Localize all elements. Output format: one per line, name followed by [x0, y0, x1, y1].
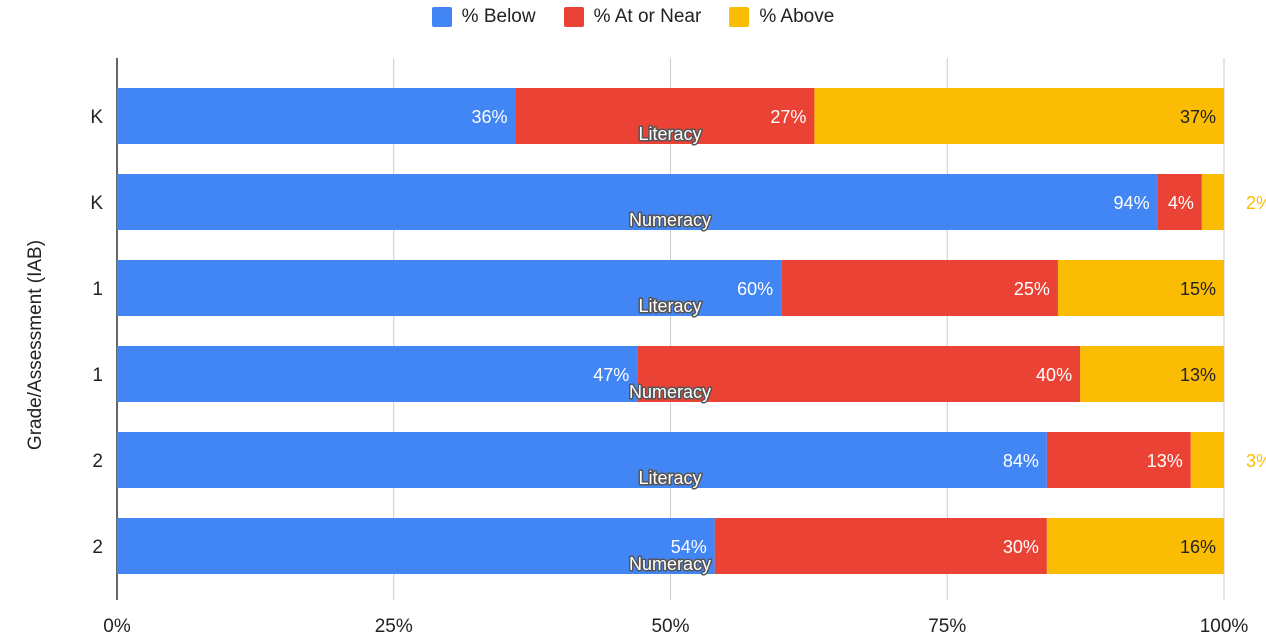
y-tick-label: K	[90, 107, 103, 128]
bar-segment	[1046, 518, 1224, 574]
x-tick-label: 75%	[928, 616, 966, 634]
legend-label-below: % Below	[461, 6, 536, 27]
data-label: 54%	[671, 537, 707, 557]
bar-segment	[814, 88, 1224, 144]
bar-segment	[117, 260, 782, 316]
assessment-label: Literacy	[638, 468, 701, 488]
bar-segment	[515, 88, 815, 144]
data-label: 15%	[1180, 279, 1216, 299]
legend-swatch-above	[729, 7, 750, 27]
legend-item-above[interactable]: % Above	[729, 6, 834, 28]
assessment-label: Numeracy	[629, 382, 711, 402]
bar-segment	[1157, 174, 1202, 230]
bar-segment	[1201, 174, 1224, 230]
bar-segment	[117, 174, 1158, 230]
assessment-label: Literacy	[638, 124, 701, 144]
legend-swatch-below	[431, 7, 452, 27]
x-tick-label: 100%	[1200, 616, 1249, 634]
data-label: 25%	[1014, 279, 1050, 299]
x-tick-label: 25%	[375, 616, 413, 634]
data-label: 16%	[1180, 537, 1216, 557]
legend-label-at-or-near: % At or Near	[593, 6, 702, 27]
data-label: 3%	[1246, 451, 1266, 471]
data-label: 84%	[1003, 451, 1039, 471]
data-label: 60%	[737, 279, 773, 299]
data-label: 4%	[1168, 193, 1194, 213]
y-tick-label: 1	[92, 279, 103, 300]
y-tick-label: 2	[92, 451, 103, 472]
bar-segment	[781, 260, 1058, 316]
y-tick-label: 1	[92, 365, 103, 386]
assessment-label: Numeracy	[629, 210, 711, 230]
data-label: 27%	[770, 107, 806, 127]
legend-item-at-or-near[interactable]: % At or Near	[563, 6, 702, 28]
data-label: 13%	[1180, 365, 1216, 385]
bar-segment	[1080, 346, 1224, 402]
y-tick-label: 2	[92, 537, 103, 558]
data-label: 37%	[1180, 107, 1216, 127]
x-tick-label: 50%	[651, 616, 689, 634]
legend-label-above: % Above	[759, 6, 835, 27]
bar-segment	[117, 346, 638, 402]
bar-segment	[1057, 260, 1224, 316]
bar-segment	[117, 518, 715, 574]
data-label: 2%	[1246, 193, 1266, 213]
data-label: 13%	[1147, 451, 1183, 471]
assessment-label: Literacy	[638, 296, 701, 316]
data-label: 94%	[1114, 193, 1150, 213]
assessment-label: Numeracy	[629, 554, 711, 574]
bar-segment	[1046, 432, 1191, 488]
bar-segment	[714, 518, 1047, 574]
data-label: 30%	[1003, 537, 1039, 557]
data-label: 47%	[593, 365, 629, 385]
bar-segment	[117, 432, 1047, 488]
bar-segment	[117, 88, 516, 144]
bar-segment	[637, 346, 1081, 402]
data-label: 36%	[471, 107, 507, 127]
data-label: 40%	[1036, 365, 1072, 385]
x-tick-label: 0%	[103, 616, 131, 634]
bar-segment	[1190, 432, 1224, 488]
y-tick-label: K	[90, 193, 103, 214]
legend: % Below % At or Near % Above	[0, 6, 1266, 28]
legend-swatch-at-or-near	[563, 7, 584, 27]
legend-item-below[interactable]: % Below	[431, 6, 536, 28]
